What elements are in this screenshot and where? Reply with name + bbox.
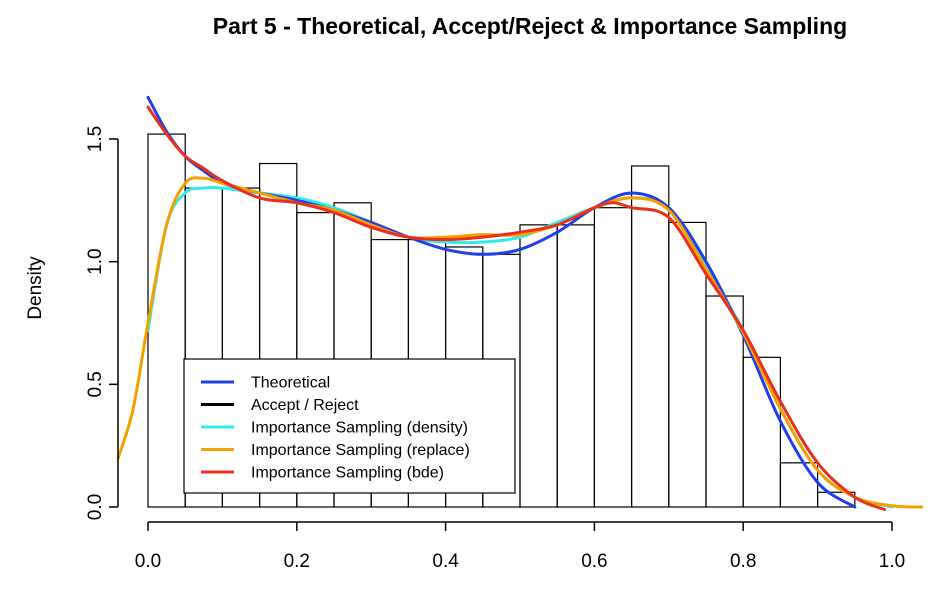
histogram-bar bbox=[519, 224, 558, 508]
histogram-bar bbox=[630, 165, 670, 508]
y-tick-label: 1.0 bbox=[85, 248, 106, 274]
chart-title: Part 5 - Theoretical, Accept/Reject & Im… bbox=[213, 13, 847, 39]
x-tick-label: 1.0 bbox=[879, 551, 905, 572]
legend: Theoretical Accept / Reject Importance Sam… bbox=[183, 358, 516, 494]
histogram-bar bbox=[593, 207, 633, 508]
axes: 0.0 0.2 0.4 0.6 0.8 1.0 0.0 0.5 1.0 1.5 bbox=[85, 126, 905, 572]
x-tick-label: 0.4 bbox=[432, 551, 459, 572]
legend-label: Importance Sampling (density) bbox=[251, 420, 468, 437]
legend-label: Accept / Reject bbox=[251, 397, 359, 414]
y-axis-label: Density bbox=[25, 256, 46, 320]
x-tick-label: 0.2 bbox=[284, 551, 310, 572]
curve-importance-sampling-bde bbox=[146, 105, 887, 511]
y-tick-label: 1.5 bbox=[85, 126, 106, 152]
legend-label: Importance Sampling (bde) bbox=[251, 465, 444, 482]
histogram-bar bbox=[556, 224, 596, 508]
y-tick-label: 0.0 bbox=[85, 494, 106, 520]
legend-box bbox=[183, 358, 516, 494]
legend-label: Theoretical bbox=[251, 375, 330, 392]
histogram-bar bbox=[816, 491, 856, 508]
histogram-bar bbox=[742, 356, 782, 508]
density-curves bbox=[116, 95, 924, 511]
x-tick-label: 0.0 bbox=[135, 551, 161, 572]
legend-label: Importance Sampling (replace) bbox=[251, 442, 470, 459]
x-tick-label: 0.6 bbox=[581, 551, 607, 572]
histogram-bar bbox=[779, 462, 819, 508]
curve-importance-sampling-replace bbox=[116, 176, 924, 509]
x-tick-label: 0.8 bbox=[730, 551, 756, 572]
histogram-bar bbox=[705, 295, 744, 508]
y-tick-label: 0.5 bbox=[85, 371, 106, 397]
